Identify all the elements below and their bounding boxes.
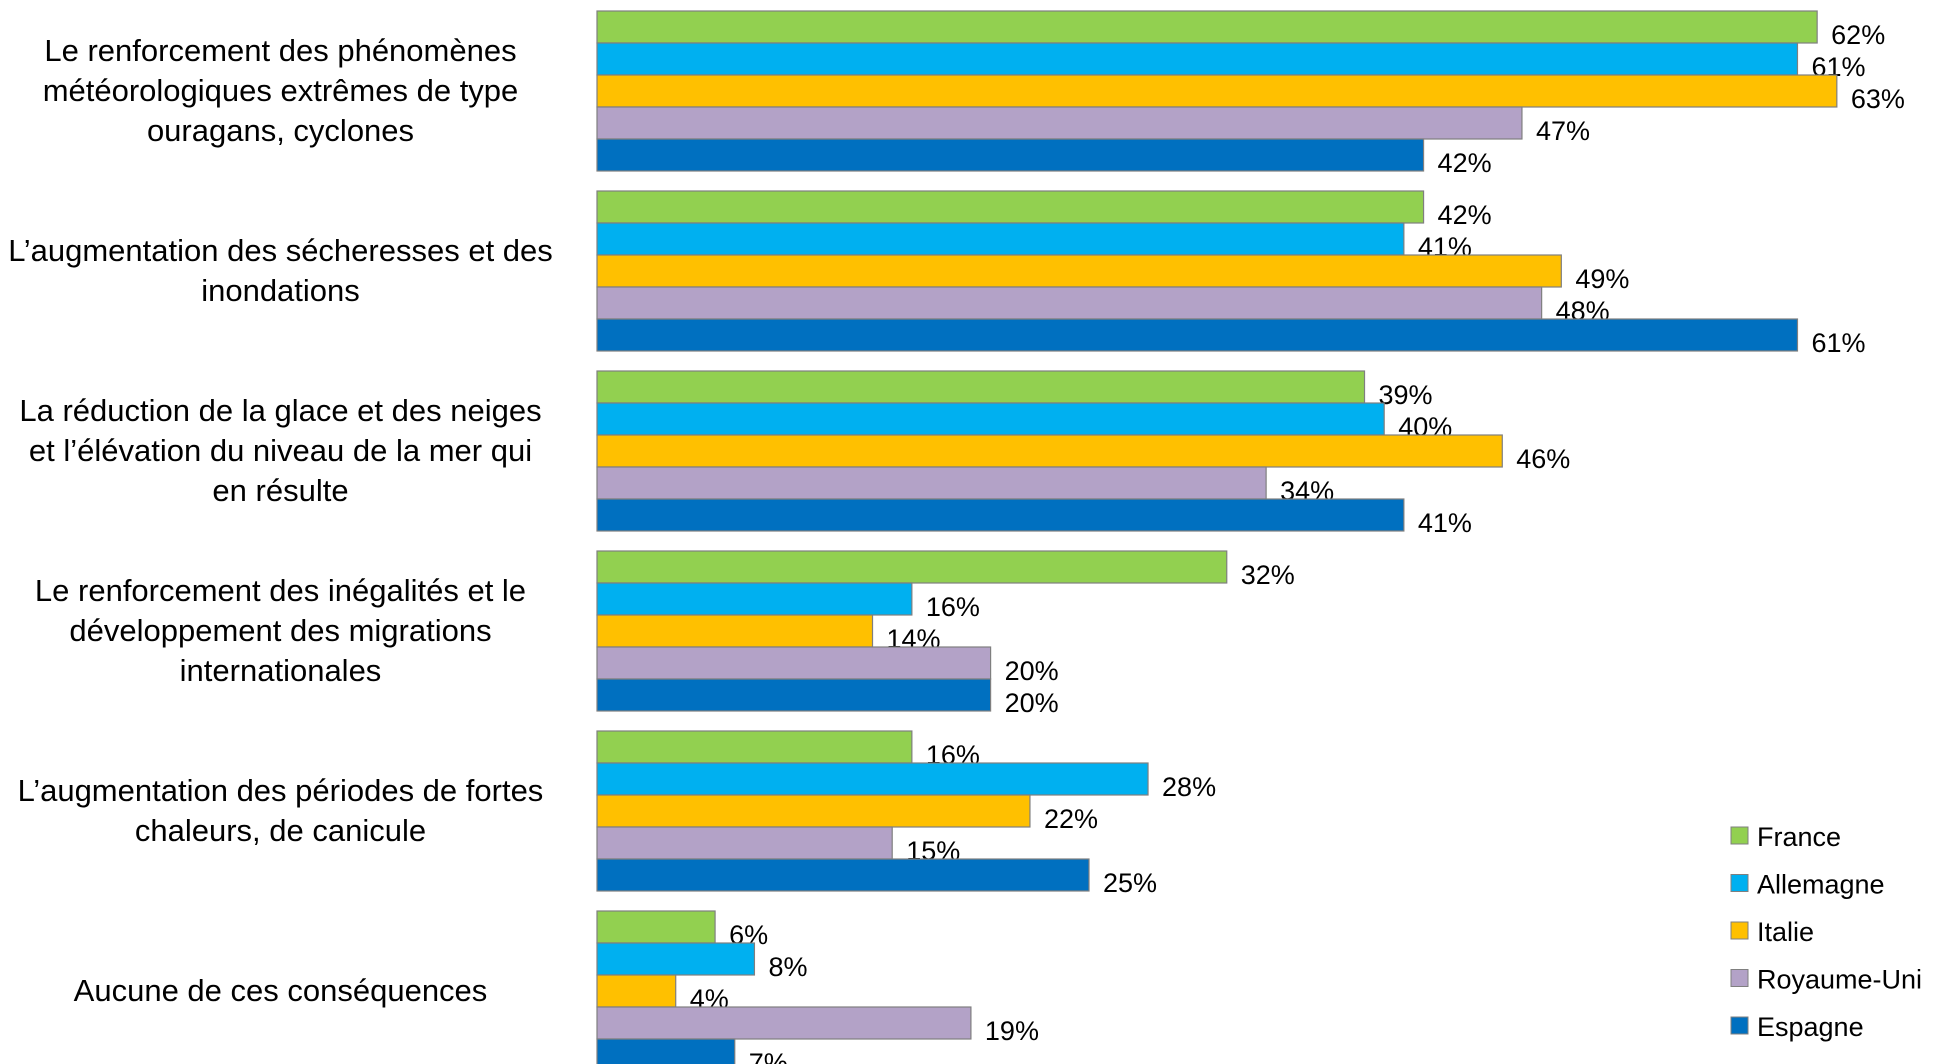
value-label: 62% (1831, 20, 1885, 50)
bar (596, 582, 913, 616)
value-label: 41% (1418, 508, 1472, 538)
value-label: 63% (1851, 84, 1905, 114)
value-label: 25% (1103, 868, 1157, 898)
value-label: 16% (926, 592, 980, 622)
bar (596, 222, 1405, 256)
value-label: 7% (749, 1048, 788, 1064)
category-label: La réduction de la glace et des neiges e… (19, 393, 542, 508)
bar (596, 1006, 972, 1040)
bar (596, 42, 1799, 76)
legend-swatch (1730, 969, 1749, 987)
bar (596, 10, 1818, 44)
bar (596, 402, 1385, 436)
value-label: 19% (985, 1016, 1039, 1046)
bar (596, 466, 1267, 500)
legend-label: Espagne (1757, 1012, 1864, 1042)
bar (596, 678, 992, 712)
bar (596, 190, 1425, 224)
value-label: 22% (1044, 804, 1098, 834)
legend-label: France (1757, 822, 1841, 852)
category-label: L’augmentation des périodes de fortes ch… (17, 773, 544, 848)
bar (596, 794, 1031, 828)
bar (596, 974, 677, 1008)
bar (596, 370, 1366, 404)
bar (596, 614, 874, 648)
category-label: Aucune de ces conséquences (73, 973, 488, 1008)
value-label: 8% (768, 952, 807, 982)
legend-label: Allemagne (1757, 870, 1885, 900)
value-label: 46% (1516, 444, 1570, 474)
bar (596, 550, 1228, 584)
value-label: 39% (1379, 380, 1433, 410)
legend-swatch (1730, 874, 1749, 892)
legend-label: Royaume-Uni (1757, 965, 1922, 995)
value-label: 42% (1438, 148, 1492, 178)
value-label: 20% (1005, 656, 1059, 686)
value-label: 47% (1536, 116, 1590, 146)
category-label: Le renforcement des inégalités et le dév… (34, 573, 527, 688)
bar (596, 434, 1503, 468)
value-label: 42% (1438, 200, 1492, 230)
value-label: 32% (1241, 560, 1295, 590)
bar (596, 106, 1523, 140)
bar (596, 286, 1543, 320)
bar (596, 498, 1405, 532)
bar (596, 646, 992, 680)
legend-swatch (1730, 826, 1749, 845)
bar (596, 254, 1562, 288)
bar (596, 762, 1149, 796)
bar (596, 138, 1425, 172)
legend-swatch (1730, 1016, 1749, 1035)
bar (596, 942, 756, 976)
legend-label: Italie (1757, 917, 1814, 947)
bar (596, 730, 913, 764)
bar (596, 74, 1838, 108)
value-label: 20% (1005, 688, 1059, 718)
bar (596, 826, 893, 860)
value-label: 28% (1162, 772, 1216, 802)
bar (596, 1038, 736, 1064)
bar (596, 318, 1799, 352)
value-label: 49% (1575, 264, 1629, 294)
category-label: Le renforcement des phénomènes météorolo… (42, 33, 519, 148)
bar (596, 910, 716, 944)
bar (596, 858, 1090, 892)
value-label: 61% (1811, 328, 1865, 358)
category-label: L’augmentation des sécheresses et des in… (8, 233, 553, 308)
legend-swatch (1730, 921, 1749, 940)
